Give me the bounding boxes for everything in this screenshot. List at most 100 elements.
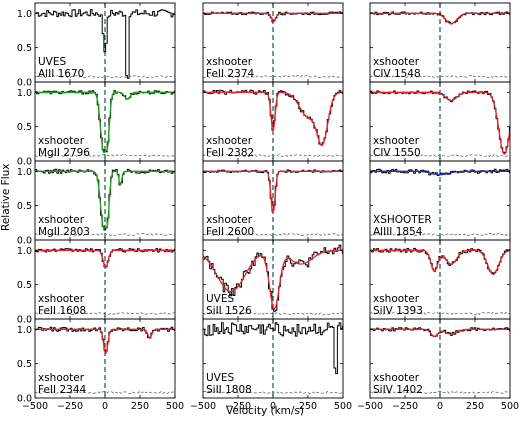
error-spectrum	[203, 154, 343, 157]
panel-line-label: FeII 2382	[206, 147, 254, 159]
x-tick-label: −250	[225, 401, 251, 412]
error-spectrum	[370, 390, 510, 394]
panel-plot-area	[370, 161, 510, 240]
y-tick-label: 1.0	[17, 9, 32, 20]
panel-instrument-label: xshooter	[373, 293, 420, 305]
y-axis-label: Relative Flux	[0, 163, 12, 231]
model-fit	[35, 249, 175, 269]
panel-plot-area	[370, 82, 510, 161]
error-spectrum	[203, 233, 343, 236]
y-tick-label: 0.5	[17, 43, 32, 54]
y-tick-label: 0.5	[17, 280, 32, 291]
error-spectrum	[203, 391, 343, 394]
model-fit	[35, 170, 175, 230]
panel-plot-area	[203, 319, 343, 398]
error-spectrum	[370, 312, 510, 316]
panel-line-label: SiIV 1402	[373, 384, 423, 396]
panel-instrument-label: XSHOOTER	[373, 214, 432, 226]
model-fit	[203, 91, 343, 147]
model-fit	[370, 249, 510, 275]
model-fit	[370, 12, 510, 25]
model-fit	[370, 328, 510, 337]
panel-line-label: FeII 2600	[206, 226, 254, 238]
panel-plot-area	[203, 82, 343, 161]
y-tick-label: 0.5	[17, 201, 32, 212]
flux-data	[35, 9, 175, 79]
x-tick-label: 0	[270, 401, 276, 412]
panel-instrument-label: xshooter	[206, 56, 253, 68]
error-spectrum	[35, 312, 175, 315]
panel-instrument-label: xshooter	[206, 214, 253, 226]
panel-line-label: AlII 1670	[38, 68, 84, 80]
error-spectrum	[35, 391, 175, 394]
panel-line-label: CIV 1550	[373, 147, 421, 159]
x-tick-label: 250	[299, 401, 317, 412]
panel-plot-area	[370, 240, 510, 319]
y-tick-label: 0.0	[17, 394, 32, 405]
error-spectrum	[203, 312, 343, 315]
y-tick-label: 0.0	[17, 78, 32, 89]
panel-instrument-label: xshooter	[373, 135, 420, 147]
x-tick-label: 500	[334, 401, 352, 412]
panel-line-label: SiIV 1393	[373, 305, 423, 317]
y-tick-label: 0.5	[17, 359, 32, 370]
panel-line-label: CIV 1548	[373, 68, 421, 80]
error-spectrum	[370, 232, 510, 237]
panel-line-label: FeII 1608	[38, 305, 86, 317]
y-tick-label: 1.0	[17, 325, 32, 336]
panel-line-label: FeII 2374	[206, 68, 254, 80]
panel-plot-area	[203, 3, 343, 82]
panel-plot-area	[35, 240, 175, 319]
panel-plot-area	[203, 240, 343, 319]
panel-line-label: MgII 2796	[38, 147, 90, 159]
error-spectrum	[370, 75, 510, 78]
panel-plot-area	[35, 82, 175, 161]
panel-plot-area	[35, 319, 175, 398]
panel-line-label: SiII 1808	[206, 384, 252, 396]
panel-instrument-label: xshooter	[38, 372, 85, 384]
y-tick-label: 1.0	[17, 88, 32, 99]
error-spectrum	[35, 154, 175, 157]
model-fit	[203, 249, 343, 310]
panel-instrument-label: UVES	[206, 372, 235, 384]
error-spectrum	[35, 75, 175, 78]
panel-plot-area	[35, 161, 175, 240]
x-tick-label: 250	[466, 401, 484, 412]
panel-line-label: AlIII 1854	[373, 226, 423, 238]
error-spectrum	[35, 233, 175, 236]
panel-instrument-label: xshooter	[373, 56, 420, 68]
panel-line-label: FeII 2344	[38, 384, 86, 396]
y-tick-label: 0.0	[17, 315, 32, 326]
x-tick-label: −250	[57, 401, 83, 412]
y-tick-label: 0.0	[17, 157, 32, 168]
flux-data	[203, 169, 343, 212]
x-tick-label: −250	[392, 401, 418, 412]
x-tick-label: −500	[22, 401, 48, 412]
panel-instrument-label: xshooter	[38, 135, 85, 147]
x-tick-label: −500	[357, 401, 383, 412]
panel-line-label: SiII 1526	[206, 305, 252, 317]
y-tick-label: 1.0	[17, 246, 32, 257]
error-spectrum	[203, 74, 343, 79]
panel-plot-area	[370, 319, 510, 398]
panel-instrument-label: UVES	[38, 56, 67, 68]
panel-instrument-label: UVES	[206, 293, 235, 305]
model-fit	[35, 91, 175, 154]
model-fit	[203, 170, 343, 214]
x-tick-label: 250	[131, 401, 149, 412]
model-fit	[203, 12, 343, 23]
model-fit	[370, 170, 510, 176]
